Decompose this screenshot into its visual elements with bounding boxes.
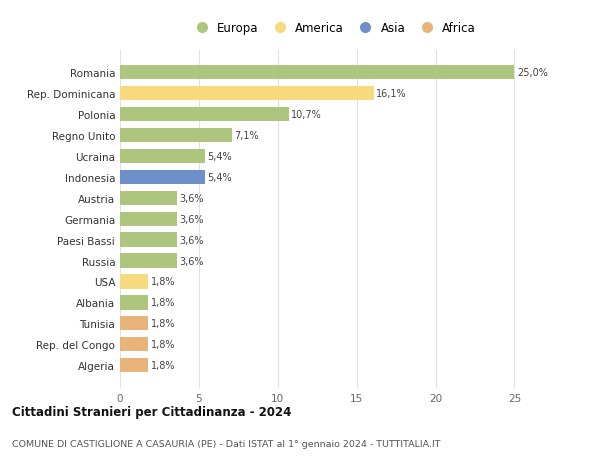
Text: 10,7%: 10,7% xyxy=(291,110,322,120)
Bar xyxy=(120,275,148,289)
Text: 5,4%: 5,4% xyxy=(208,151,232,162)
Text: 1,8%: 1,8% xyxy=(151,277,175,287)
Bar xyxy=(120,296,148,310)
Text: 1,8%: 1,8% xyxy=(151,298,175,308)
Bar xyxy=(120,129,232,143)
Bar xyxy=(120,66,514,80)
Bar xyxy=(120,358,148,373)
Text: Cittadini Stranieri per Cittadinanza - 2024: Cittadini Stranieri per Cittadinanza - 2… xyxy=(12,405,292,419)
Bar xyxy=(120,170,205,185)
Text: 3,6%: 3,6% xyxy=(179,235,203,245)
Text: 16,1%: 16,1% xyxy=(376,89,407,99)
Legend: Europa, America, Asia, Africa: Europa, America, Asia, Africa xyxy=(185,17,481,40)
Text: 3,6%: 3,6% xyxy=(179,256,203,266)
Bar xyxy=(120,212,177,226)
Text: 7,1%: 7,1% xyxy=(235,131,259,140)
Bar xyxy=(120,149,205,163)
Bar xyxy=(120,233,177,247)
Text: 1,8%: 1,8% xyxy=(151,360,175,370)
Bar xyxy=(120,87,374,101)
Text: 5,4%: 5,4% xyxy=(208,173,232,182)
Bar xyxy=(120,337,148,352)
Text: 1,8%: 1,8% xyxy=(151,340,175,349)
Text: 3,6%: 3,6% xyxy=(179,214,203,224)
Bar xyxy=(120,254,177,268)
Text: 3,6%: 3,6% xyxy=(179,193,203,203)
Bar xyxy=(120,191,177,205)
Text: 1,8%: 1,8% xyxy=(151,319,175,329)
Bar xyxy=(120,317,148,331)
Text: COMUNE DI CASTIGLIONE A CASAURIA (PE) - Dati ISTAT al 1° gennaio 2024 - TUTTITAL: COMUNE DI CASTIGLIONE A CASAURIA (PE) - … xyxy=(12,439,440,448)
Text: 25,0%: 25,0% xyxy=(517,68,548,78)
Bar xyxy=(120,107,289,122)
